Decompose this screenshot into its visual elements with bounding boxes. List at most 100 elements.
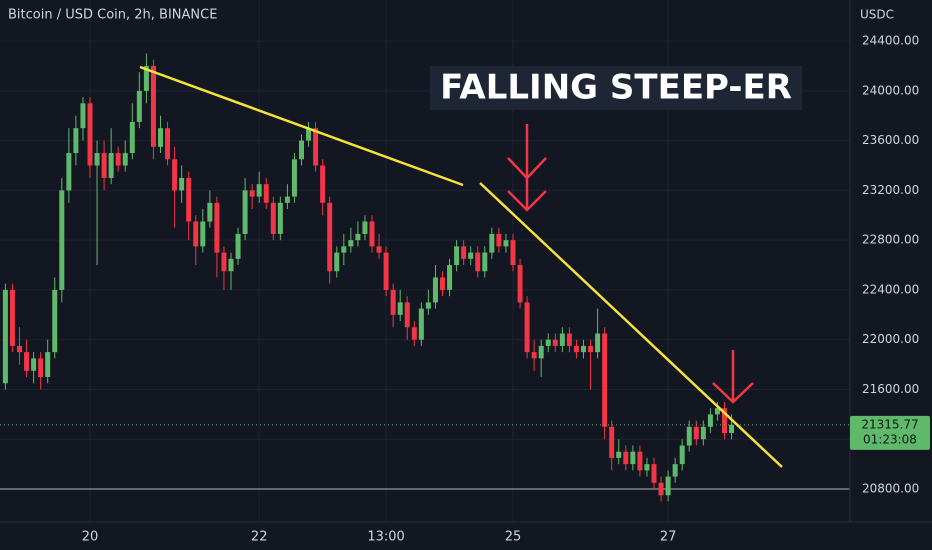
candle-body: [143, 65, 149, 91]
candle-body: [510, 240, 516, 266]
candle-body: [679, 445, 685, 465]
candle-body: [461, 246, 467, 259]
candle-body: [686, 426, 692, 446]
candle-body: [172, 159, 178, 191]
candle-body: [440, 277, 445, 290]
candle-body: [101, 153, 107, 178]
candle-body: [609, 426, 615, 458]
candles: [0, 53, 850, 502]
last-price-label: 21315.77: [861, 417, 918, 431]
candle-body: [341, 246, 347, 253]
candle-body: [291, 159, 297, 197]
candle-body: [334, 252, 340, 272]
candle-body: [263, 184, 269, 203]
y-tick-label: 21600.00: [862, 382, 919, 396]
candle-body: [214, 202, 220, 253]
candle-body: [306, 128, 312, 141]
candle-body: [158, 128, 163, 147]
countdown: 01:23:08: [863, 432, 917, 446]
candle-body: [228, 258, 234, 272]
candle-body: [150, 65, 156, 147]
candle-body: [313, 128, 319, 166]
candle-body: [284, 196, 290, 203]
candle-body: [447, 265, 453, 290]
candle-body: [517, 265, 523, 303]
candle-body: [136, 90, 142, 122]
candle-body: [59, 190, 65, 290]
candle-body: [94, 153, 100, 166]
candle-body: [538, 345, 544, 359]
candle-body: [9, 289, 15, 346]
candle-body: [122, 153, 128, 166]
candle-body: [73, 128, 79, 154]
candle-body: [256, 184, 262, 197]
candle-body: [207, 202, 213, 222]
y-tick-label: 22400.00: [862, 282, 919, 296]
y-tick-label: 24000.00: [862, 83, 919, 97]
y-tick-label: 23600.00: [862, 133, 919, 147]
candle-body: [729, 424, 735, 434]
trend-line: [139, 65, 464, 187]
candle-body: [397, 302, 403, 315]
candle-body: [566, 333, 572, 346]
candle-body: [700, 426, 706, 440]
candle-body: [235, 233, 241, 259]
candle-body: [270, 202, 276, 234]
y-tick-label: 22800.00: [862, 233, 919, 247]
candle-body: [503, 240, 509, 247]
candle-body: [200, 221, 206, 247]
candle-body: [630, 451, 636, 465]
candle-body: [672, 464, 678, 477]
chart-title: Bitcoin / USD Coin, 2h, BINANCE: [8, 8, 217, 23]
axes: 20800.0021200.0021600.0022000.0022400.00…: [82, 34, 930, 545]
candle-body: [66, 153, 72, 191]
candle-body: [616, 451, 622, 458]
candle-body: [115, 153, 121, 166]
candle-body: [404, 302, 410, 328]
candle-body: [545, 339, 551, 346]
candle-body: [355, 233, 361, 241]
x-tick-label: 25: [505, 530, 522, 545]
y-tick-label: 23200.00: [862, 183, 919, 197]
candle-body: [108, 153, 114, 178]
candle-body: [383, 252, 389, 290]
candle-body: [362, 221, 368, 234]
candle-body: [588, 345, 594, 353]
candle-body: [693, 426, 699, 440]
candle-body: [31, 358, 37, 371]
candle-body: [369, 221, 375, 247]
candle-body: [651, 464, 657, 483]
candle-body: [249, 190, 255, 197]
candle-body: [24, 352, 30, 371]
candle-body: [299, 140, 304, 160]
candle-body: [482, 252, 488, 272]
candle-body: [87, 103, 93, 166]
candle-body: [2, 289, 8, 384]
candle-body: [432, 277, 438, 303]
candle-body: [277, 202, 283, 234]
candle-body: [348, 240, 354, 247]
candle-body: [52, 289, 58, 353]
candle-body: [320, 165, 326, 203]
last-price-box: [850, 415, 930, 450]
x-tick-label: 13:00: [367, 530, 404, 545]
y-tick-label: 20800.00: [862, 482, 919, 496]
candle-body: [552, 339, 558, 346]
candle-body: [418, 308, 424, 340]
candle-body: [376, 246, 382, 253]
candle-body: [573, 345, 579, 353]
candle-body: [531, 352, 537, 359]
candle-body: [602, 333, 608, 427]
y-tick-label: 24400.00: [862, 34, 919, 48]
candle-body: [468, 252, 474, 259]
candle-body: [496, 233, 502, 247]
trend-line: [479, 182, 783, 468]
candle-body: [595, 333, 601, 353]
candle-body: [644, 464, 650, 471]
x-tick-label: 20: [82, 530, 99, 545]
candle-body: [411, 327, 417, 340]
candle-body: [327, 202, 333, 272]
candle-body: [637, 451, 643, 471]
arrow: [507, 124, 547, 212]
y-tick-label: 22000.00: [862, 332, 919, 346]
